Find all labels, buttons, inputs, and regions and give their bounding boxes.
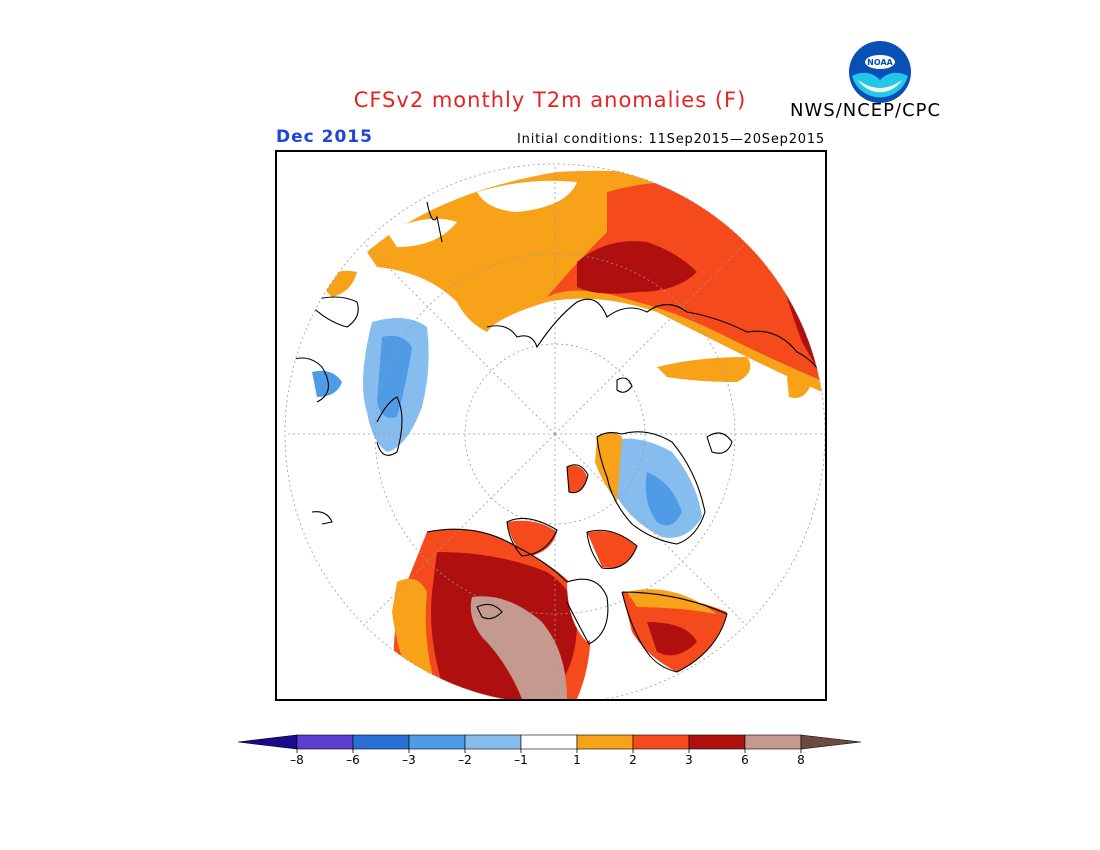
legend-swatch (744, 734, 802, 750)
legend-tick-label: 2 (629, 753, 637, 767)
legend-swatch (520, 734, 578, 750)
legend-tick-label: 1 (573, 753, 581, 767)
map-panel (275, 150, 827, 701)
organization-label: NWS/NCEP/CPC (790, 100, 942, 121)
initial-conditions-label: Initial conditions: 11Sep2015—20Sep2015 (517, 132, 825, 147)
anomaly-region-us-brown (470, 596, 567, 699)
legend-tick-label: –6 (346, 753, 360, 767)
coastlines (286, 201, 825, 673)
legend-tick-label: 8 (797, 753, 805, 767)
color-legend: –8 –6 –3 –2 –1 1 2 3 6 8 (238, 734, 862, 767)
legend-arrow-left (238, 734, 298, 750)
legend-swatch (632, 734, 690, 750)
legend-swatch (688, 734, 746, 750)
legend-tick-label: 3 (685, 753, 693, 767)
polar-projection-map (284, 163, 825, 699)
noaa-logo-text: NOAA (867, 58, 893, 67)
legend-tick-label: 6 (741, 753, 749, 767)
legend-tick-label: –8 (290, 753, 304, 767)
legend-swatch (464, 734, 522, 750)
legend-tick-label: –2 (458, 753, 472, 767)
noaa-logo: NOAA (849, 41, 911, 103)
anomaly-region-siberia-darkred (577, 241, 697, 294)
map-title: CFSv2 monthly T2m anomalies (F) (353, 88, 747, 112)
legend-tick-label: –1 (514, 753, 528, 767)
legend-arrow-right (800, 734, 862, 750)
legend-swatch (352, 734, 410, 750)
legend-swatch (408, 734, 466, 750)
legend-tick-label: –3 (402, 753, 416, 767)
legend-swatch (296, 734, 354, 750)
legend-swatch (576, 734, 634, 750)
forecast-month: Dec 2015 (276, 127, 373, 147)
map-outer-circle (284, 163, 825, 699)
